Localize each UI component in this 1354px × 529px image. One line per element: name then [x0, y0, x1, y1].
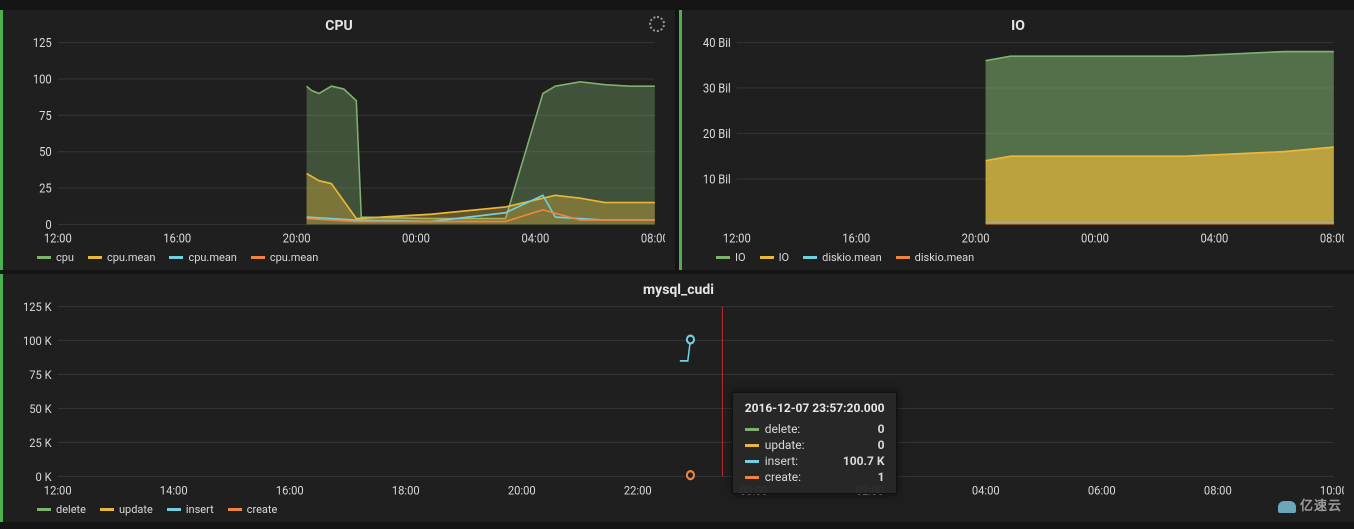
svg-text:50: 50: [39, 145, 52, 160]
svg-text:125: 125: [33, 38, 52, 50]
legend-label: diskio.mean: [915, 251, 975, 264]
legend-io: IO IO diskio.mean diskio.mean: [692, 247, 1344, 266]
tooltip-row: update: 0: [745, 437, 885, 453]
chart-mysql[interactable]: 0 K 25 K 50 K 75 K 100 K 125 K 12:00 14:00 16:00…: [13, 302, 1344, 499]
tooltip-row: create: 1: [745, 469, 885, 485]
panel-title-io: IO: [692, 16, 1344, 38]
svg-text:14:00: 14:00: [160, 483, 188, 498]
watermark: 亿速云: [1278, 495, 1342, 514]
svg-text:16:00: 16:00: [276, 483, 304, 498]
legend-label: cpu.mean: [188, 251, 236, 264]
svg-text:75: 75: [39, 108, 52, 123]
legend-item[interactable]: insert: [167, 503, 214, 516]
legend-swatch: [896, 256, 910, 259]
svg-text:12:00: 12:00: [44, 231, 72, 246]
legend-label: IO: [779, 251, 790, 264]
legend-label: insert: [186, 503, 214, 516]
legend-item[interactable]: cpu: [37, 251, 74, 264]
svg-text:16:00: 16:00: [842, 231, 870, 246]
legend-swatch: [167, 508, 181, 511]
legend-cpu: cpu cpu.mean cpu.mean cpu.mean: [13, 247, 665, 266]
svg-text:04:00: 04:00: [1200, 231, 1228, 246]
legend-mysql: delete update insert create: [13, 499, 1344, 518]
tooltip-row: delete: 0: [745, 421, 885, 437]
svg-text:08:00: 08:00: [641, 231, 665, 246]
legend-item[interactable]: create: [228, 503, 278, 516]
dashboard-row-1: CPU 0 25 50 75 100 125 12:00 16:00 20:00 00:00 04:…: [0, 10, 1354, 270]
legend-swatch: [37, 256, 51, 259]
chart-cpu[interactable]: 0 25 50 75 100 125 12:00 16:00 20:00 00:00 04:00 08…: [13, 38, 665, 247]
legend-item[interactable]: diskio.mean: [896, 251, 975, 264]
legend-label: cpu.mean: [107, 251, 155, 264]
legend-item[interactable]: IO: [760, 251, 790, 264]
svg-text:08:00: 08:00: [1320, 231, 1344, 246]
legend-label: create: [247, 503, 278, 516]
legend-swatch: [88, 256, 102, 259]
legend-item[interactable]: cpu.mean: [169, 251, 236, 264]
panel-io[interactable]: IO 10 Bil 20 Bil 30 Bil 40 Bil 12:00 16:00 20:…: [679, 10, 1354, 270]
svg-text:06:00: 06:00: [1088, 483, 1116, 498]
loading-icon: [649, 16, 665, 32]
svg-text:125 K: 125 K: [23, 302, 52, 314]
legend-swatch: [100, 508, 114, 511]
svg-text:20 Bil: 20 Bil: [703, 126, 731, 141]
svg-text:50 K: 50 K: [29, 401, 52, 416]
legend-swatch: [37, 508, 51, 511]
svg-text:75 K: 75 K: [29, 367, 52, 382]
svg-text:10 Bil: 10 Bil: [703, 172, 731, 187]
legend-swatch: [169, 256, 183, 259]
panel-cpu[interactable]: CPU 0 25 50 75 100 125 12:00 16:00 20:00 00:00 04:…: [0, 10, 675, 270]
svg-text:25 K: 25 K: [29, 435, 52, 450]
svg-text:12:00: 12:00: [44, 483, 72, 498]
legend-swatch: [760, 256, 774, 259]
chart-io[interactable]: 10 Bil 20 Bil 30 Bil 40 Bil 12:00 16:00 20:00 0…: [692, 38, 1344, 247]
legend-label: update: [119, 503, 153, 516]
svg-text:0 K: 0 K: [36, 469, 53, 484]
legend-swatch: [716, 256, 730, 259]
svg-text:12:00: 12:00: [723, 231, 751, 246]
svg-text:40 Bil: 40 Bil: [703, 38, 731, 50]
legend-item[interactable]: delete: [37, 503, 86, 516]
dashboard: CPU 0 25 50 75 100 125 12:00 16:00 20:00 00:00 04:…: [0, 0, 1354, 522]
svg-text:22:00: 22:00: [624, 483, 652, 498]
svg-text:04:00: 04:00: [521, 231, 549, 246]
svg-text:20:00: 20:00: [962, 231, 990, 246]
panel-title-cpu: CPU: [13, 16, 665, 38]
legend-item[interactable]: diskio.mean: [803, 251, 882, 264]
legend-swatch: [251, 256, 265, 259]
chart-tooltip: 2016-12-07 23:57:20.000 delete: 0 update…: [732, 392, 898, 494]
svg-text:25: 25: [39, 181, 52, 196]
legend-swatch: [803, 256, 817, 259]
legend-label: IO: [735, 251, 746, 264]
legend-label: delete: [56, 503, 86, 516]
svg-text:100 K: 100 K: [23, 333, 52, 348]
legend-swatch: [228, 508, 242, 511]
tooltip-timestamp: 2016-12-07 23:57:20.000: [745, 401, 885, 415]
svg-text:0: 0: [45, 217, 51, 232]
svg-text:30 Bil: 30 Bil: [703, 81, 731, 96]
svg-text:18:00: 18:00: [392, 483, 420, 498]
legend-item[interactable]: cpu.mean: [88, 251, 155, 264]
svg-text:04:00: 04:00: [972, 483, 1000, 498]
svg-text:00:00: 00:00: [402, 231, 430, 246]
legend-item[interactable]: cpu.mean: [251, 251, 318, 264]
legend-label: diskio.mean: [822, 251, 882, 264]
svg-text:08:00: 08:00: [1204, 483, 1232, 498]
panel-title-mysql: mysql_cudi: [13, 280, 1344, 302]
svg-text:16:00: 16:00: [163, 231, 191, 246]
svg-text:100: 100: [33, 72, 52, 87]
legend-item[interactable]: IO: [716, 251, 746, 264]
svg-text:00:00: 00:00: [1081, 231, 1109, 246]
svg-text:20:00: 20:00: [283, 231, 311, 246]
svg-text:20:00: 20:00: [508, 483, 536, 498]
tooltip-row: insert: 100.7 K: [745, 453, 885, 469]
legend-label: cpu: [56, 251, 74, 264]
legend-label: cpu.mean: [270, 251, 318, 264]
panel-mysql[interactable]: mysql_cudi 0 K 25 K 50 K 75 K 100 K 125 K 12:0…: [0, 274, 1354, 522]
legend-item[interactable]: update: [100, 503, 153, 516]
